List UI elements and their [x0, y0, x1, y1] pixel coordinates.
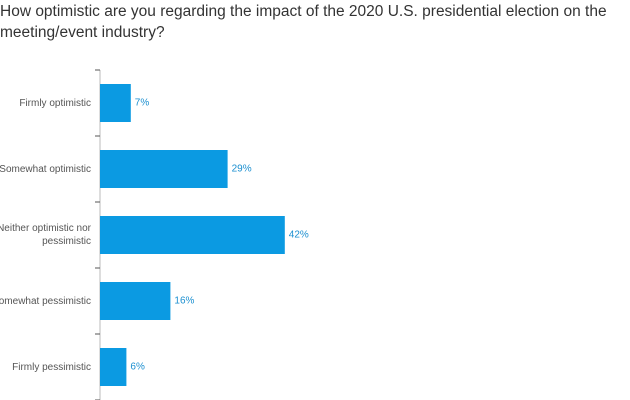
- bar: [100, 216, 285, 254]
- value-label: 7%: [135, 98, 150, 109]
- category-label: Somewhat pessimistic: [0, 295, 91, 307]
- category-label: Firmly pessimistic: [12, 361, 91, 373]
- bar: [100, 348, 127, 386]
- value-label: 42%: [289, 230, 309, 241]
- value-label: 6%: [130, 362, 145, 373]
- category-label: Firmly optimistic: [19, 97, 91, 109]
- bar: [100, 84, 131, 122]
- bar: [100, 282, 171, 320]
- category-label: Somewhat optimistic: [0, 163, 91, 175]
- value-label: 29%: [232, 164, 252, 175]
- value-label: 16%: [174, 296, 194, 307]
- chart-title: How optimistic are you regarding the imp…: [0, 3, 607, 41]
- bar: [100, 150, 228, 188]
- category-label: Neither optimistic nor pessimistic: [0, 223, 91, 247]
